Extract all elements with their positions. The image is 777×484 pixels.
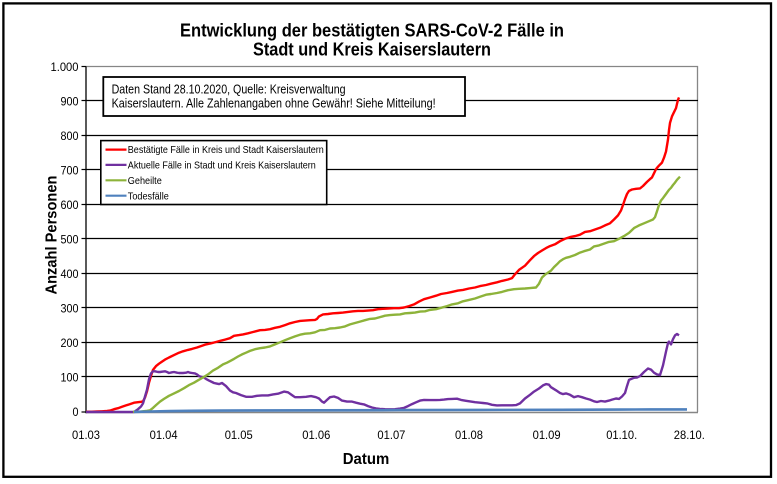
svg-text:200: 200 — [61, 336, 79, 350]
svg-text:01.05: 01.05 — [225, 428, 253, 442]
svg-text:700: 700 — [61, 164, 79, 178]
svg-text:1.000: 1.000 — [51, 60, 79, 74]
svg-text:01.08: 01.08 — [455, 428, 483, 442]
svg-text:01.09: 01.09 — [533, 428, 561, 442]
svg-text:0: 0 — [73, 405, 79, 419]
svg-text:Kaiserslautern. Alle Zahlenang: Kaiserslautern. Alle Zahlenangaben ohne … — [112, 97, 436, 111]
svg-text:500: 500 — [61, 233, 79, 247]
svg-text:01.10.: 01.10. — [606, 428, 637, 442]
svg-text:Stadt und Kreis Kaiserslautern: Stadt und Kreis Kaiserslautern — [253, 39, 491, 59]
svg-text:400: 400 — [61, 267, 79, 281]
svg-text:800: 800 — [61, 129, 79, 143]
svg-text:600: 600 — [61, 198, 79, 212]
svg-text:Daten Stand 28.10.2020, Quelle: Daten Stand 28.10.2020, Quelle: Kreisver… — [112, 83, 346, 97]
svg-text:01.03: 01.03 — [72, 428, 100, 442]
svg-text:300: 300 — [61, 302, 79, 316]
svg-text:Todesfälle: Todesfälle — [128, 190, 169, 202]
svg-text:28.10.: 28.10. — [674, 428, 705, 442]
svg-text:01.04: 01.04 — [150, 428, 178, 442]
svg-text:Entwicklung der bestätigten SA: Entwicklung der bestätigten SARS-CoV-2 F… — [180, 20, 564, 40]
svg-text:900: 900 — [61, 95, 79, 109]
svg-text:01.06: 01.06 — [302, 428, 330, 442]
svg-text:Aktuelle Fälle in Stadt und Kr: Aktuelle Fälle in Stadt und Kreis Kaiser… — [128, 160, 316, 172]
svg-text:01.07: 01.07 — [377, 428, 405, 442]
svg-text:100: 100 — [61, 371, 79, 385]
svg-text:Datum: Datum — [343, 451, 390, 468]
svg-text:Bestätigte Fälle in Kreis und: Bestätigte Fälle in Kreis und Stadt Kais… — [128, 144, 324, 156]
svg-text:Geheilte: Geheilte — [128, 175, 162, 187]
svg-text:Anzahl Personen: Anzahl Personen — [44, 176, 61, 295]
